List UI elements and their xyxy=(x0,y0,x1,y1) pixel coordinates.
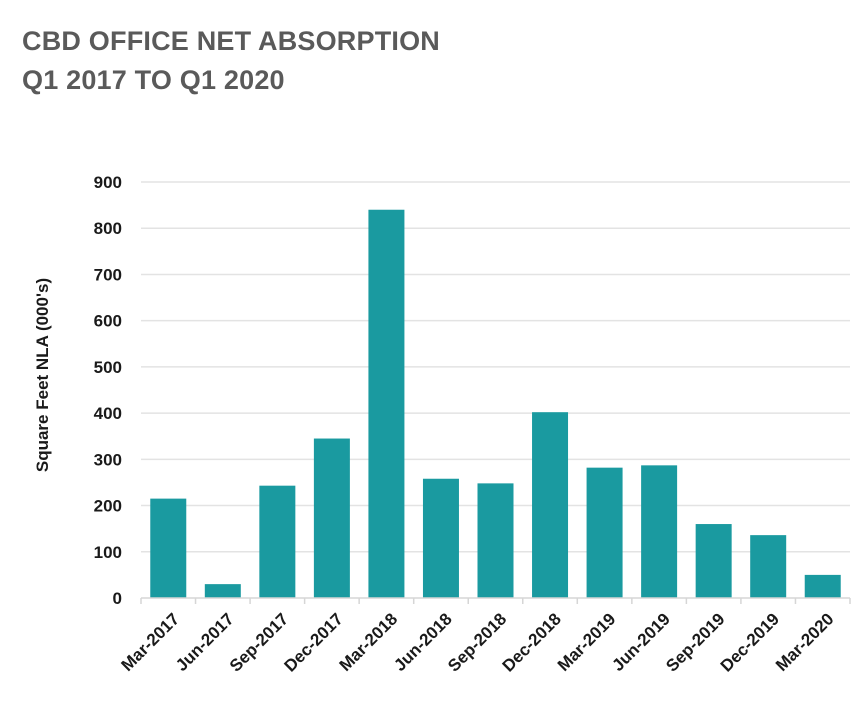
x-tick-label: Dec-2018 xyxy=(499,609,565,675)
bars xyxy=(150,209,841,598)
bar xyxy=(477,483,514,598)
x-axis-ticks: Mar-2017Jun-2017Sep-2017Dec-2017Mar-2018… xyxy=(118,609,838,675)
x-tick-label: Mar-2020 xyxy=(772,609,838,675)
x-tick-label: Mar-2017 xyxy=(118,609,184,675)
bar xyxy=(695,524,732,598)
x-tick-label: Dec-2019 xyxy=(717,609,783,675)
chart-title-line2: Q1 2017 TO Q1 2020 xyxy=(22,65,285,95)
bar xyxy=(422,478,459,598)
bar xyxy=(641,465,678,598)
y-axis-label: Square Feet NLA (000's) xyxy=(33,278,52,472)
bar xyxy=(259,485,296,598)
bar xyxy=(313,438,350,598)
gridlines xyxy=(141,181,850,553)
chart-title-line1: CBD OFFICE NET ABSORPTION xyxy=(22,26,441,56)
x-tick-label: Mar-2019 xyxy=(554,609,620,675)
y-tick-label: 600 xyxy=(94,312,122,331)
y-tick-label: 300 xyxy=(94,450,122,469)
x-tick-label: Mar-2018 xyxy=(336,609,402,675)
x-tick-label: Sep-2017 xyxy=(226,609,292,675)
bar xyxy=(750,535,787,598)
y-tick-label: 900 xyxy=(94,173,122,192)
y-tick-label: 700 xyxy=(94,265,122,284)
x-tick-label: Sep-2018 xyxy=(444,609,510,675)
bar xyxy=(586,467,623,598)
y-tick-label: 500 xyxy=(94,358,122,377)
bar xyxy=(532,412,569,598)
y-tick-label: 100 xyxy=(94,543,122,562)
y-tick-label: 400 xyxy=(94,404,122,423)
chart-title: CBD OFFICE NET ABSORPTION Q1 2017 TO Q1 … xyxy=(22,22,440,100)
y-tick-label: 200 xyxy=(94,497,122,516)
y-tick-label: 800 xyxy=(94,219,122,238)
bar xyxy=(368,209,405,598)
bar xyxy=(150,498,187,598)
x-tick-label: Sep-2019 xyxy=(662,609,728,675)
y-tick-label: 0 xyxy=(113,589,122,608)
x-tick-label: Dec-2017 xyxy=(280,609,346,675)
y-axis-ticks: 0 100 200 300 400 500 600 700 800 900 xyxy=(94,173,122,608)
bar xyxy=(204,584,241,598)
x-axis xyxy=(140,597,851,604)
bar xyxy=(804,574,841,598)
